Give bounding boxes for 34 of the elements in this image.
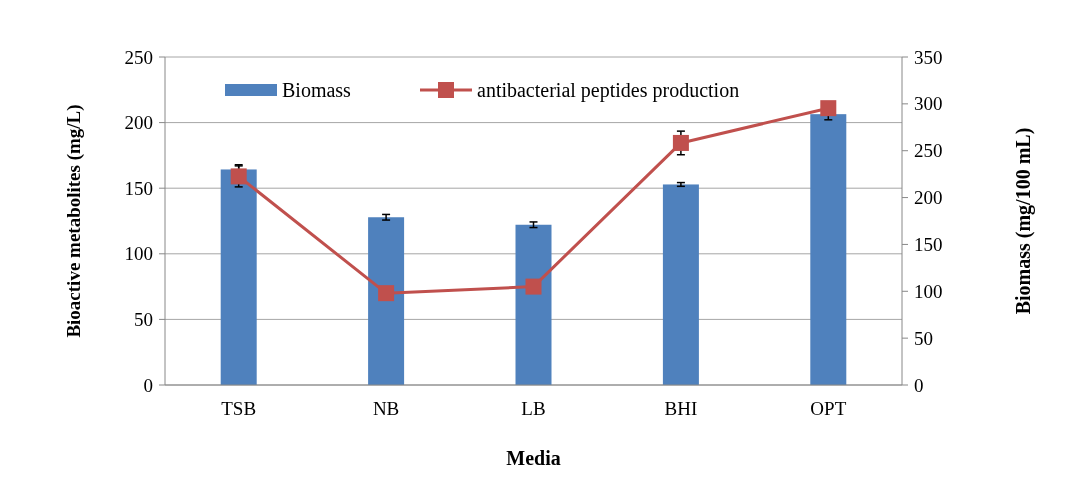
x-tick-label: LB <box>521 398 546 419</box>
y2-tick-label: 200 <box>914 187 943 209</box>
point <box>378 285 395 302</box>
y2-tick-label: 150 <box>914 233 943 255</box>
y2-tick-label: 50 <box>914 327 933 349</box>
y-tick-label: 100 <box>124 243 153 265</box>
y2-axis-title: Biomass (mg/100 mL) <box>1012 127 1035 315</box>
bar <box>662 184 699 385</box>
point <box>820 100 837 117</box>
y2-tick-label: 350 <box>914 46 943 68</box>
point <box>230 168 247 185</box>
x-tick-label: NB <box>372 398 400 419</box>
bar <box>220 169 257 385</box>
bar <box>368 217 405 385</box>
y2-tick-label: 250 <box>914 140 943 162</box>
y-tick-label: 0 <box>143 374 153 396</box>
y-tick-label: 150 <box>124 177 153 199</box>
bar <box>810 114 847 385</box>
y-tick-label: 250 <box>124 46 153 68</box>
y-axis-title: Bioactive metabolites (mg/L) <box>63 104 85 338</box>
x-tick-label: BHI <box>664 398 698 419</box>
bar <box>515 224 552 385</box>
x-tick-label: TSB <box>221 398 257 419</box>
y2-tick-label: 100 <box>914 280 943 302</box>
x-axis-title: Media <box>506 447 561 469</box>
y-tick-label: 50 <box>134 308 153 330</box>
point <box>525 278 542 295</box>
y2-tick-label: 0 <box>914 374 924 396</box>
y-tick-label: 200 <box>124 112 153 134</box>
x-tick-label: OPT <box>810 398 847 419</box>
point <box>672 134 689 151</box>
y2-tick-label: 300 <box>914 93 943 115</box>
legend-label: Biomass <box>282 79 352 101</box>
legend-label: antibacterial peptides production <box>477 79 740 102</box>
